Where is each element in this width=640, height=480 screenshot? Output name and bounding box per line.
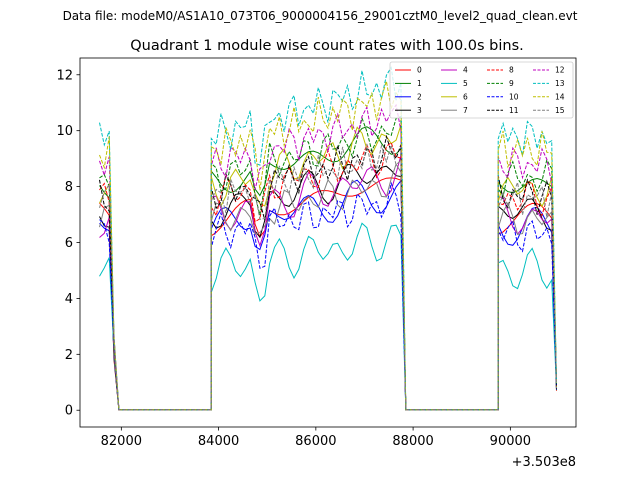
series-line-4	[99, 155, 557, 411]
y-tick-label: 4	[65, 292, 73, 307]
x-tick-label: 84000	[198, 434, 239, 449]
x-tick-label: 90000	[490, 434, 531, 449]
legend-label-12: 12	[555, 66, 565, 75]
suptitle: Data file: modeM0/AS1A10_073T06_90000041…	[63, 9, 578, 23]
x-axis-offset-label: +3.503e8	[512, 455, 576, 470]
x-axis: 82000 84000 86000 88000 90000	[101, 427, 531, 449]
y-tick-label: 0	[65, 404, 73, 419]
series-line-9	[99, 115, 557, 411]
legend-label-6: 6	[463, 92, 468, 101]
x-tick-label: 86000	[295, 434, 336, 449]
y-tick-label: 8	[65, 180, 73, 195]
series-line-6	[99, 124, 557, 411]
y-axis: 0 2 4 6 8 10 12	[56, 68, 80, 419]
legend-label-0: 0	[417, 66, 422, 75]
x-tick-label: 88000	[392, 434, 433, 449]
series-line-13	[99, 66, 557, 411]
series-line-15	[99, 143, 557, 411]
series-line-5	[99, 222, 557, 411]
legend-label-13: 13	[555, 79, 565, 88]
legend-box	[389, 61, 574, 119]
legend-label-15: 15	[555, 106, 565, 115]
series-line-3	[99, 163, 557, 411]
legend-label-1: 1	[417, 79, 422, 88]
y-tick-label: 12	[56, 68, 73, 83]
y-tick-label: 10	[56, 124, 73, 139]
chart-title: Quadrant 1 module wise count rates with …	[130, 38, 524, 54]
legend-label-8: 8	[509, 66, 514, 75]
series-line-8	[99, 141, 557, 411]
x-tick-label: 82000	[101, 434, 142, 449]
series-line-10	[99, 181, 557, 411]
series-line-2	[99, 179, 557, 411]
legend-label-14: 14	[555, 92, 565, 101]
legend-label-2: 2	[417, 92, 422, 101]
legend-label-9: 9	[509, 79, 514, 88]
series-line-12	[99, 103, 557, 411]
legend-label-3: 3	[417, 106, 422, 115]
legend-label-11: 11	[509, 106, 519, 115]
legend-label-10: 10	[509, 92, 519, 101]
legend-label-7: 7	[463, 106, 468, 115]
legend-label-5: 5	[463, 79, 468, 88]
series-line-14	[99, 81, 557, 411]
y-tick-label: 2	[65, 348, 73, 363]
y-tick-label: 6	[65, 236, 73, 251]
series-line-7	[99, 163, 557, 411]
legend-label-4: 4	[463, 66, 468, 75]
series-line-11	[99, 134, 557, 411]
